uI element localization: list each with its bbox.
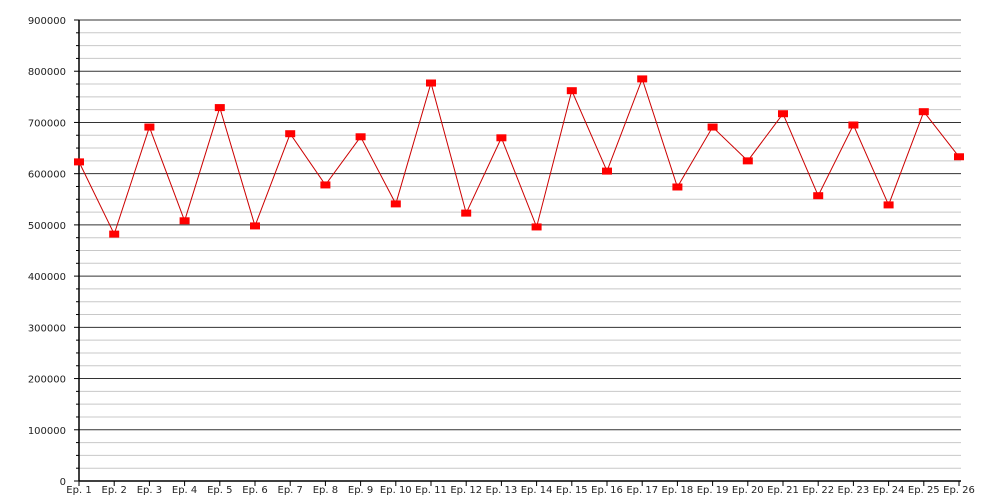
data-point xyxy=(672,183,683,191)
data-point xyxy=(637,75,648,83)
y-tick-label: 200000 xyxy=(28,375,66,386)
x-tick-label: Ep. 19 xyxy=(697,485,729,496)
x-tick-label: Ep. 4 xyxy=(172,485,197,496)
y-tick-label: 0 xyxy=(60,477,66,488)
data-point xyxy=(742,157,753,165)
y-tick-label: 500000 xyxy=(28,221,66,232)
y-tick-label: 100000 xyxy=(28,426,66,437)
data-point xyxy=(496,134,507,142)
y-tick-label: 400000 xyxy=(28,272,66,283)
x-tick-label: Ep. 5 xyxy=(207,485,232,496)
data-point xyxy=(602,167,612,175)
x-tick-label: Ep. 22 xyxy=(802,485,834,496)
y-tick-label: 300000 xyxy=(28,323,66,334)
data-point xyxy=(250,222,260,230)
x-tick-label: Ep. 15 xyxy=(556,485,588,496)
data-point xyxy=(320,181,331,189)
x-tick-label: Ep. 1 xyxy=(66,485,91,496)
data-point xyxy=(778,110,788,118)
x-tick-label: Ep. 11 xyxy=(415,485,447,496)
series-line xyxy=(78,77,960,236)
data-point xyxy=(426,79,436,87)
data-point xyxy=(179,217,190,225)
x-tick-label: Ep. 6 xyxy=(242,485,267,496)
data-point xyxy=(954,153,964,161)
data-point xyxy=(918,108,929,116)
data-point xyxy=(883,201,894,209)
x-tick-label: Ep. 12 xyxy=(450,485,482,496)
y-tick-label: 900000 xyxy=(28,16,66,27)
x-tick-label: Ep. 24 xyxy=(873,485,905,496)
x-tick-label: Ep. 14 xyxy=(521,485,553,496)
x-tick-label: Ep. 23 xyxy=(838,485,870,496)
x-tick-label: Ep. 21 xyxy=(767,485,799,496)
data-point xyxy=(74,158,84,166)
x-tick-label: Ep. 3 xyxy=(137,485,162,496)
data-point xyxy=(355,133,366,141)
y-tick-label: 600000 xyxy=(28,170,66,181)
x-tick-label: Ep. 13 xyxy=(486,485,518,496)
data-point xyxy=(566,87,577,95)
data-point xyxy=(144,123,155,131)
x-tick-label: Ep. 2 xyxy=(102,485,127,496)
x-tick-label: Ep. 20 xyxy=(732,485,764,496)
y-tick-label: 700000 xyxy=(28,118,66,129)
x-tick-label: Ep. 9 xyxy=(348,485,373,496)
x-tick-label: Ep. 17 xyxy=(626,485,658,496)
data-point xyxy=(813,192,824,200)
x-tick-label: Ep. 26 xyxy=(943,485,975,496)
data-point xyxy=(848,121,859,129)
y-tick-label: 800000 xyxy=(28,67,66,78)
data-point xyxy=(531,223,542,231)
x-tick-label: Ep. 8 xyxy=(313,485,338,496)
data-point xyxy=(461,209,472,217)
x-tick-label: Ep. 7 xyxy=(278,485,303,496)
data-point xyxy=(109,230,120,238)
x-tick-label: Ep. 25 xyxy=(908,485,940,496)
x-tick-label: Ep. 10 xyxy=(380,485,412,496)
x-tick-label: Ep. 16 xyxy=(591,485,623,496)
data-point xyxy=(214,104,225,112)
data-point xyxy=(707,123,718,131)
x-tick-label: Ep. 18 xyxy=(662,485,694,496)
data-point xyxy=(285,130,296,138)
data-point xyxy=(390,200,401,208)
